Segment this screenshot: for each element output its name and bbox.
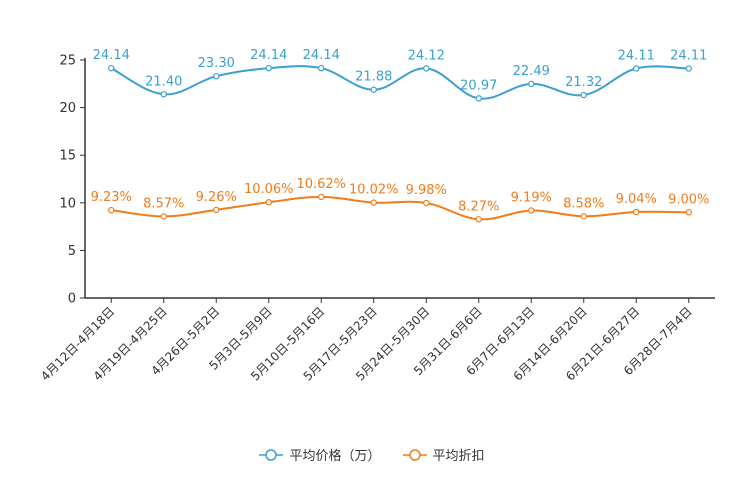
data-label-1: 8.57%: [143, 196, 184, 211]
series-line-1: [111, 195, 689, 221]
data-label-1: 10.02%: [349, 183, 399, 198]
y-tick-label: 5: [68, 244, 76, 259]
data-label-1: 8.27%: [458, 199, 499, 214]
series-point-0: [633, 65, 640, 72]
data-label-0: 24.14: [303, 48, 340, 63]
series-point-1: [370, 199, 377, 206]
legend-discount-marker: [402, 448, 427, 461]
legend-discount-label: 平均折扣: [432, 449, 485, 464]
data-label-1: 8.58%: [563, 196, 604, 211]
data-label-0: 21.40: [145, 74, 182, 89]
series-point-1: [528, 207, 535, 214]
data-label-0: 24.11: [670, 48, 707, 63]
series-point-1: [423, 199, 430, 207]
data-label-0: 21.32: [565, 75, 602, 90]
data-label-0: 24.12: [408, 48, 445, 63]
series-point-1: [580, 213, 587, 220]
series-point-0: [475, 95, 482, 102]
legend-item-discount[interactable]: 平均折扣: [402, 445, 485, 464]
data-label-0: 22.49: [513, 64, 550, 79]
data-label-1: 9.19%: [511, 191, 552, 206]
legend-price-label: 平均价格（万）: [289, 449, 381, 464]
data-label-0: 24.14: [250, 48, 287, 63]
series-point-0: [528, 80, 535, 88]
series-point-1: [160, 213, 167, 220]
series-point-1: [108, 206, 115, 214]
series-point-1: [318, 193, 325, 201]
series-point-1: [685, 209, 692, 216]
series-point-0: [265, 64, 272, 72]
data-label-1: 9.98%: [406, 183, 447, 198]
data-label-0: 23.30: [198, 56, 235, 71]
series-point-1: [265, 199, 272, 206]
data-label-1: 9.00%: [668, 192, 709, 207]
data-label-1: 9.04%: [616, 192, 657, 207]
data-label-1: 9.23%: [91, 190, 132, 205]
data-label-0: 20.97: [460, 78, 497, 93]
series-point-1: [475, 216, 482, 223]
y-tick-label: 15: [59, 149, 76, 164]
y-tick-label: 20: [59, 101, 76, 116]
series-point-0: [423, 65, 430, 72]
series-point-0: [370, 86, 377, 93]
legend[interactable]: 平均价格（万） 平均折扣: [0, 445, 744, 464]
data-label-1: 10.06%: [244, 182, 294, 197]
y-tick-label: 25: [59, 54, 76, 69]
series-point-1: [213, 206, 220, 214]
series-point-0: [108, 64, 115, 72]
series-point-0: [213, 72, 220, 80]
data-label-0: 21.88: [355, 70, 392, 85]
legend-item-price[interactable]: 平均价格（万）: [259, 445, 381, 464]
data-label-0: 24.14: [93, 48, 130, 63]
series-point-0: [160, 91, 167, 98]
series-point-0: [318, 64, 325, 72]
series-point-0: [685, 65, 692, 72]
series-point-0: [580, 91, 587, 99]
y-tick-label: 0: [68, 292, 76, 307]
y-tick-label: 10: [59, 196, 76, 211]
legend-price-marker: [259, 448, 284, 461]
data-label-1: 9.26%: [196, 190, 237, 205]
data-label-1: 10.62%: [296, 177, 346, 192]
series-point-1: [633, 208, 640, 216]
data-label-0: 24.11: [618, 48, 655, 63]
